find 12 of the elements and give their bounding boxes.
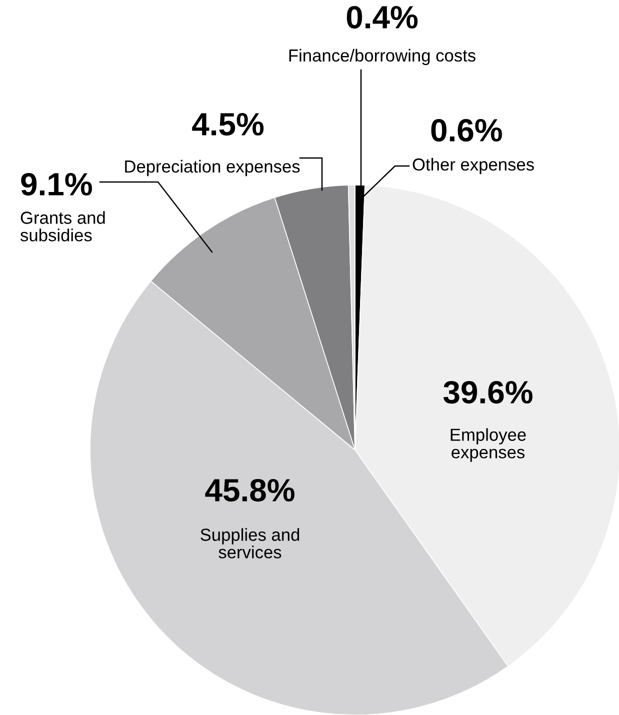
data-label: 0.4% (346, 6, 418, 29)
data-label: 0.6% (431, 118, 502, 142)
slice-label: Depreciation expenses (125, 160, 300, 176)
slice-label: Other expenses (412, 158, 534, 174)
slice-label: Supplies and services (200, 528, 300, 558)
slice-label: Employee expenses (450, 428, 526, 462)
data-label: 45.8% (205, 478, 294, 502)
slice-label: Grants and subsidies (20, 211, 105, 242)
data-label: 39.6% (443, 380, 532, 404)
slice-label: Finance/borrowing costs (289, 48, 476, 66)
data-label: 9.1% (21, 172, 92, 196)
data-label: 4.5% (192, 113, 264, 136)
